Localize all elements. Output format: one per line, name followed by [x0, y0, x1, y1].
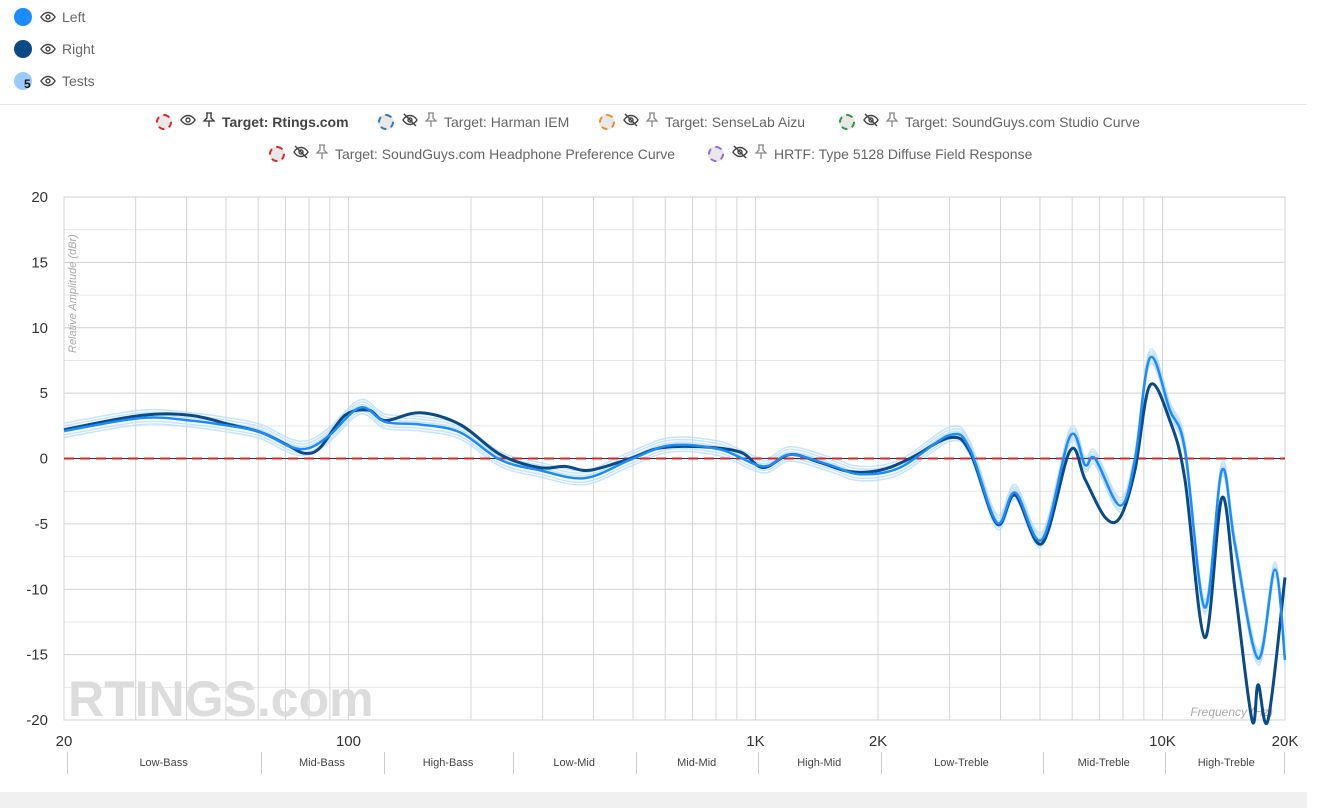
pin-icon[interactable] — [202, 112, 222, 131]
band-mid-mid: Mid-Mid — [635, 752, 757, 774]
y-tick-label: 5 — [40, 385, 48, 402]
y-tick-label: 15 — [31, 254, 48, 271]
y-tick-label: -5 — [35, 516, 48, 533]
x-tick-label: 20K — [1272, 733, 1299, 750]
target-item[interactable]: Target: Rtings.com — [156, 112, 349, 131]
legend-item-left[interactable]: Left — [14, 8, 85, 26]
target-swatch[interactable] — [156, 113, 172, 130]
frequency-response-chart: RTINGS.com Relative Amplitude (dBr) Freque… — [26, 189, 1299, 750]
target-swatch[interactable] — [269, 145, 285, 162]
x-tick-label: 1K — [746, 733, 764, 750]
tests-count: 5 — [24, 77, 31, 91]
legend-item-tests[interactable]: 5 Tests — [14, 72, 95, 91]
x-tick-label: 10K — [1149, 733, 1176, 750]
curve-left — [63, 355, 1287, 660]
band-high-bass: High-Bass — [383, 752, 512, 774]
color-swatch[interactable]: 5 — [14, 72, 32, 91]
color-swatch[interactable] — [14, 40, 32, 58]
target-label: HRTF: Type 5128 Diffuse Field Response — [774, 145, 1033, 162]
eye-off-icon[interactable] — [402, 112, 424, 131]
target-item[interactable]: Target: SoundGuys.com Studio Curve — [839, 112, 1140, 131]
target-item[interactable]: Target: SoundGuys.com Headphone Preferen… — [269, 144, 675, 163]
legend-label: Left — [62, 9, 86, 25]
divider — [0, 104, 1307, 105]
target-swatch[interactable] — [708, 145, 724, 162]
pin-icon[interactable] — [885, 112, 905, 131]
legend-label: Tests — [62, 73, 95, 89]
target-swatch[interactable] — [599, 113, 615, 130]
x-axis-title: Frequency (Hz) — [1190, 705, 1273, 719]
y-tick-label: 0 — [40, 451, 48, 468]
x-tick-label: 100 — [336, 733, 361, 750]
eye-icon[interactable] — [40, 73, 56, 89]
y-tick-label: -10 — [26, 581, 48, 598]
y-tick-label: -20 — [26, 712, 48, 729]
y-tick-label: -15 — [26, 647, 48, 664]
band-high-treble: High-Treble — [1165, 752, 1286, 774]
band-low-treble: Low-Treble — [881, 752, 1041, 774]
legend-label: Right — [62, 41, 95, 57]
footer-bar — [0, 792, 1307, 808]
eye-off-icon[interactable] — [623, 112, 645, 131]
y-tick-label: 20 — [31, 189, 48, 206]
band-divider — [1284, 752, 1286, 774]
curve-right — [63, 382, 1287, 725]
eye-icon[interactable] — [40, 41, 56, 57]
pin-icon[interactable] — [424, 112, 444, 131]
x-tick-label: 20 — [56, 733, 73, 750]
target-item[interactable]: Target: Harman IEM — [378, 112, 569, 131]
eye-off-icon[interactable] — [732, 144, 754, 163]
band-mid-bass: Mid-Bass — [261, 752, 382, 774]
y-tick-label: 10 — [31, 320, 48, 337]
band-high-mid: High-Mid — [758, 752, 879, 774]
target-label: Target: SoundGuys.com Headphone Preferen… — [335, 145, 676, 162]
band-mid-treble: Mid-Treble — [1042, 752, 1164, 774]
target-item[interactable]: Target: SenseLab Aizu — [599, 112, 805, 131]
target-label: Target: Rtings.com — [222, 113, 349, 130]
eye-off-icon[interactable] — [293, 144, 315, 163]
eye-icon[interactable] — [180, 112, 202, 131]
pin-icon[interactable] — [315, 144, 335, 163]
eye-off-icon[interactable] — [863, 112, 885, 131]
eye-icon[interactable] — [40, 9, 56, 25]
watermark-logo: RTINGS.com — [68, 671, 374, 727]
pin-icon[interactable] — [754, 144, 774, 163]
target-item[interactable]: HRTF: Type 5128 Diffuse Field Response — [708, 144, 1032, 163]
target-label: Target: Harman IEM — [444, 113, 570, 130]
band-low-bass: Low-Bass — [67, 752, 259, 774]
color-swatch[interactable] — [14, 8, 32, 26]
target-label: Target: SenseLab Aizu — [665, 113, 806, 130]
target-swatch[interactable] — [839, 113, 855, 130]
target-swatch[interactable] — [378, 113, 394, 130]
pin-icon[interactable] — [645, 112, 665, 131]
y-axis-title: Relative Amplitude (dBr) — [67, 234, 79, 353]
band-low-mid: Low-Mid — [513, 752, 634, 774]
x-tick-label: 2K — [869, 733, 887, 750]
target-label: Target: SoundGuys.com Studio Curve — [905, 113, 1141, 130]
legend-item-right[interactable]: Right — [14, 40, 95, 58]
